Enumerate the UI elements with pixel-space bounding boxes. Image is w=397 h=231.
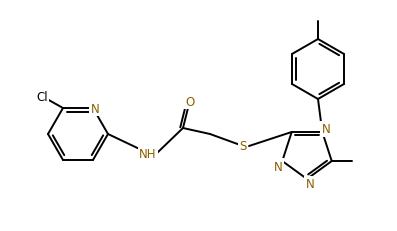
Text: N: N [91, 102, 99, 115]
Text: Cl: Cl [36, 90, 48, 103]
Text: N: N [322, 123, 331, 136]
Text: N: N [274, 160, 283, 173]
Text: O: O [185, 95, 195, 108]
Text: S: S [239, 140, 247, 153]
Text: N: N [306, 178, 314, 191]
Text: NH: NH [139, 148, 157, 161]
